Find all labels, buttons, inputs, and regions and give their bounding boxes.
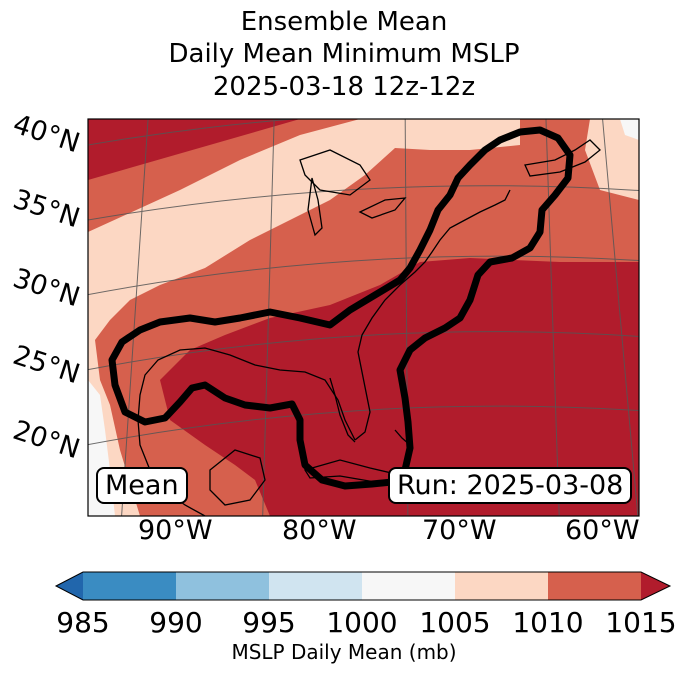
mslp-band-1005-ne	[585, 119, 639, 200]
colorbar-tick-995: 995	[242, 606, 296, 639]
colorbar-bin-985	[83, 572, 176, 600]
parallel-30n	[88, 255, 639, 296]
probability-contour	[108, 126, 574, 490]
great-lakes	[299, 149, 371, 196]
colorbar-bin-990	[176, 572, 269, 600]
colorbar-tick-1005: 1005	[419, 606, 491, 639]
colorbar-tick-985: 985	[56, 606, 110, 639]
title-line-3: 2025-03-18 12z-12z	[212, 72, 476, 102]
lon-label-80w: 80°W	[282, 515, 357, 546]
run-date-label: Run: 2025-03-08	[388, 467, 633, 504]
meridian-90w	[121, 119, 149, 516]
parallel-35n	[88, 185, 639, 221]
florida	[329, 377, 356, 443]
parallel-20n	[88, 405, 639, 446]
map-frame	[87, 118, 640, 517]
colorbar-bin-1010	[548, 572, 641, 600]
mslp-band-1000-ne	[620, 119, 639, 140]
colorbar-tick-1000: 1000	[326, 606, 398, 639]
colorbar	[54, 571, 672, 601]
lon-label-70w: 70°W	[422, 515, 497, 546]
colorbar-bin-995	[269, 572, 362, 600]
parallel-40n	[88, 119, 300, 146]
lon-label-90w: 90°W	[138, 515, 213, 546]
colorbar-over-arrow	[641, 572, 670, 600]
colorbar-tick-1015: 1015	[605, 606, 677, 639]
mslp-band-1005	[88, 119, 520, 516]
meridian-50w	[602, 119, 639, 516]
parallel-25n	[88, 331, 639, 371]
colorbar-outline	[54, 571, 672, 601]
meridian-60w	[545, 119, 560, 516]
lon-label-60w: 60°W	[565, 515, 640, 546]
yucatan	[209, 449, 266, 506]
colorbar-under-arrow	[56, 572, 83, 600]
colorbar-label: MSLP Daily Mean (mb)	[231, 640, 457, 664]
us-east-coast	[354, 189, 511, 441]
title-line-1: Ensemble Mean	[240, 7, 448, 37]
title-line-2: Daily Mean Minimum MSLP	[168, 39, 520, 69]
mean-label: Mean	[96, 467, 188, 504]
colorbar-tick-1010: 1010	[512, 606, 584, 639]
map-area	[88, 119, 639, 516]
lake-michigan	[307, 177, 323, 237]
colorbar-bin-1000	[362, 572, 455, 600]
colorbar-bin-1005	[455, 572, 548, 600]
nova-scotia	[524, 139, 601, 177]
lake-erie	[358, 197, 407, 219]
colorbar-tick-990: 990	[149, 606, 203, 639]
